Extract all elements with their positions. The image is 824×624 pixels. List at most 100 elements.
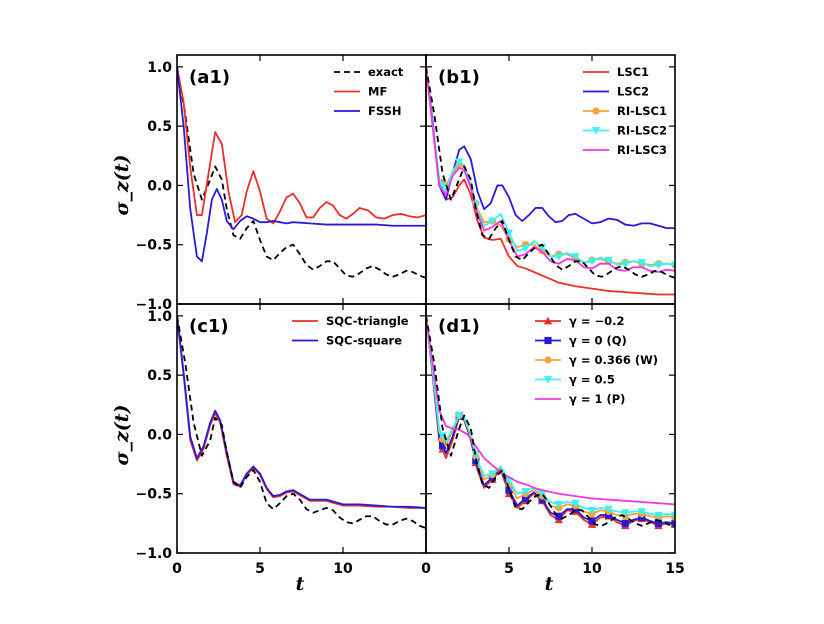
series-marker — [554, 253, 563, 261]
legend-label: SQC-square — [326, 334, 402, 348]
series-marker — [455, 412, 464, 420]
series-marker — [571, 253, 580, 261]
series-marker — [488, 470, 497, 478]
series-line-exact — [177, 66, 426, 279]
panel-label-c1: (c1) — [189, 316, 229, 337]
legend-label: γ = 0 (Q) — [569, 334, 627, 348]
series-group-d1 — [426, 315, 675, 530]
series-marker — [521, 487, 530, 496]
x-tick-label: 5 — [255, 561, 265, 577]
legend-label: MF — [368, 85, 387, 99]
x-tick-label: 0 — [172, 561, 182, 577]
series-line--0-2 — [426, 315, 675, 527]
legend-label: SQC-triangle — [326, 314, 409, 328]
y-tick-label: −0.5 — [135, 238, 172, 254]
legend-label: γ = 1 (P) — [569, 392, 625, 406]
x-tick-label: 0 — [421, 561, 431, 577]
axes-frame-d1 — [425, 303, 676, 554]
legend-marker — [543, 316, 553, 325]
legend-marker — [543, 376, 553, 384]
series-marker — [555, 512, 563, 520]
legend-label: γ = −0.2 — [569, 314, 624, 328]
series-marker — [587, 257, 597, 266]
panel-d1: 0 5 10 15 (d1) γ = −0.2 γ = 0 (Q) γ = 0.366 (W)… — [421, 303, 685, 577]
series-line-lsc2 — [426, 66, 675, 230]
legend-label: RI-LSC3 — [617, 143, 667, 157]
series-line-lsc1 — [426, 66, 675, 296]
legend-marker — [591, 127, 601, 135]
series-marker — [654, 511, 663, 520]
series-marker — [604, 256, 613, 265]
panel-b1: (b1) LSC1 LSC2 RI-LSC1 RI-LSC2 RI-LSC3 — [425, 54, 676, 305]
y-tick-label: 1.0 — [147, 60, 172, 76]
legend-label: FSSH — [368, 104, 402, 118]
legend-entry: FSSH — [334, 104, 402, 118]
series-marker — [571, 499, 580, 508]
x-axis-title-left: t — [296, 573, 305, 595]
series-line-ri-lsc3 — [426, 66, 675, 273]
series-marker — [670, 511, 675, 520]
series-marker — [604, 505, 613, 514]
series-marker — [654, 261, 663, 270]
x-axis-title-right: t — [545, 573, 554, 595]
legend-entry: RI-LSC3 — [583, 143, 667, 157]
series-marker — [438, 182, 447, 190]
series-group-a1 — [177, 66, 426, 279]
series-marker — [438, 432, 447, 440]
series-group-c1 — [177, 315, 426, 529]
x-tick-label: 15 — [665, 561, 684, 577]
y-axis-title-top: σ_z(t) — [111, 154, 133, 215]
y-tick-label: −1.0 — [135, 546, 172, 562]
legend-label: RI-LSC1 — [617, 104, 667, 118]
y-tick-label: −1.0 — [135, 297, 172, 313]
legend-entry: SQC-triangle — [292, 314, 409, 328]
y-tick-label: 0.5 — [147, 368, 172, 384]
series-marker — [637, 508, 646, 516]
y-axis-title-bottom: σ_z(t) — [111, 404, 133, 465]
legend-entry: LSC1 — [583, 65, 649, 79]
series-marker — [621, 260, 630, 268]
series-marker — [505, 486, 513, 494]
legend-entry: LSC2 — [583, 85, 649, 99]
x-tick-label: 10 — [582, 561, 602, 577]
series-line--1-p- — [426, 315, 675, 506]
legend-entry: RI-LSC2 — [583, 124, 667, 138]
y-tick-label: 0.0 — [147, 427, 172, 443]
series-marker — [654, 519, 662, 527]
series-marker — [621, 509, 630, 517]
legend-marker — [544, 356, 552, 364]
series-marker — [670, 261, 675, 270]
legend-entry: SQC-square — [292, 334, 402, 348]
y-tick-label: −0.5 — [135, 487, 172, 503]
x-tick-label: 10 — [333, 561, 353, 577]
series-line-reference — [426, 66, 675, 279]
series-line-fssh — [177, 66, 426, 263]
legend-label: γ = 0.5 — [569, 373, 615, 387]
legend-entry: γ = 1 (P) — [535, 392, 625, 406]
series-marker — [637, 259, 646, 267]
series-marker — [588, 517, 596, 525]
legend-entry: γ = 0.5 — [535, 373, 615, 387]
series-marker — [522, 494, 530, 503]
legend-entry: MF — [334, 85, 387, 99]
legend-label: RI-LSC2 — [617, 124, 667, 138]
series-marker — [488, 217, 497, 226]
x-tick-label: 5 — [504, 561, 514, 577]
legend-entry: exact — [334, 65, 404, 79]
panel-c1: −1.0 −0.5 0.0 0.5 1.0 0 5 10 (c1) SQC-triangle SQC… — [135, 303, 427, 577]
series-marker — [538, 490, 547, 498]
series-marker — [671, 519, 675, 527]
legend-label: exact — [368, 65, 404, 79]
panel-label-a1: (a1) — [189, 67, 230, 88]
axes-frame-a1 — [176, 54, 427, 305]
series-line-reference — [177, 315, 426, 529]
legend-entry: γ = 0.366 (W) — [535, 353, 658, 367]
legend-entry: γ = 0 (Q) — [535, 334, 627, 348]
series-marker — [621, 519, 629, 527]
y-tick-label: 1.0 — [147, 309, 172, 325]
series-line-reference — [426, 315, 675, 528]
legend-entry: RI-LSC1 — [583, 104, 667, 118]
series-line-mf — [177, 66, 426, 225]
y-tick-label: 0.5 — [147, 119, 172, 135]
